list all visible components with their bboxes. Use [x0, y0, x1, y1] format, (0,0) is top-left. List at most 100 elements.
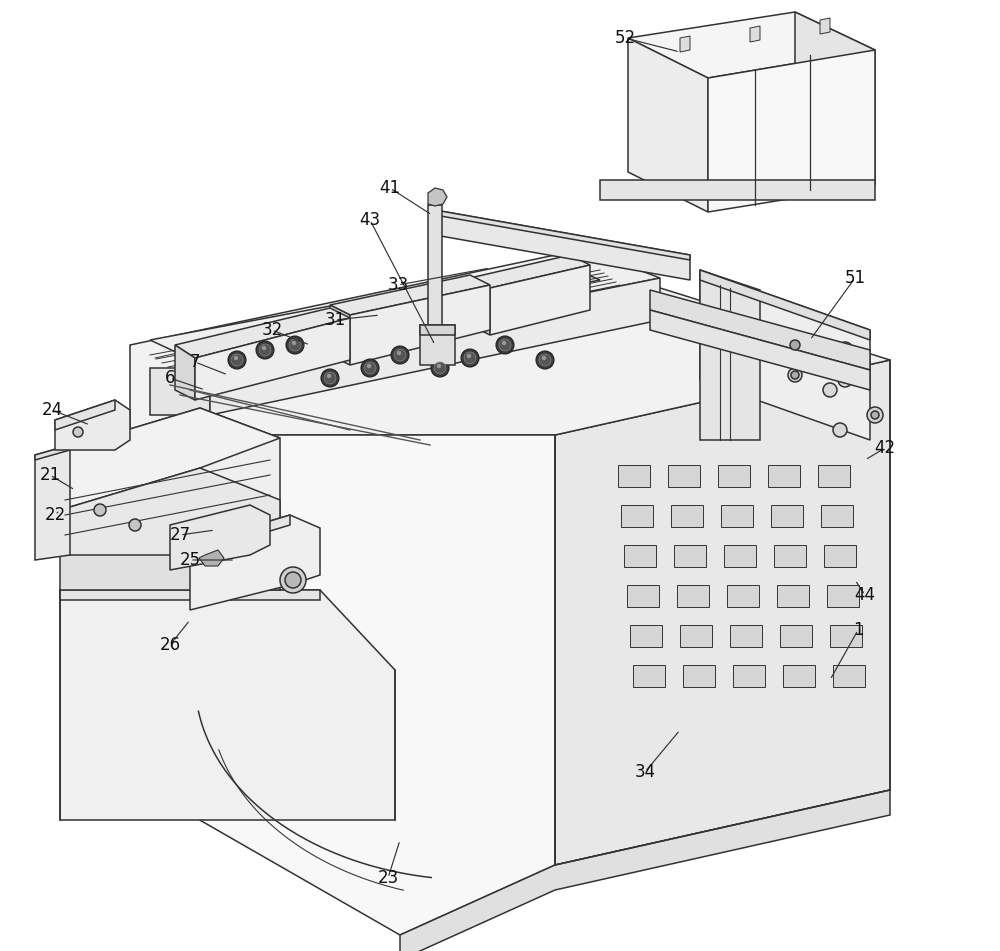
Circle shape: [292, 341, 296, 345]
Polygon shape: [724, 545, 756, 567]
Polygon shape: [199, 550, 224, 566]
Circle shape: [327, 374, 331, 378]
Circle shape: [367, 364, 371, 368]
Polygon shape: [330, 275, 490, 315]
Text: 42: 42: [874, 439, 896, 457]
Text: 21: 21: [39, 466, 61, 484]
Polygon shape: [827, 585, 859, 607]
Polygon shape: [600, 180, 875, 200]
Polygon shape: [210, 278, 660, 415]
Polygon shape: [350, 285, 490, 365]
Circle shape: [361, 359, 379, 377]
Circle shape: [397, 351, 401, 355]
Polygon shape: [470, 278, 490, 335]
Text: 26: 26: [159, 636, 181, 654]
Polygon shape: [60, 590, 395, 820]
Polygon shape: [733, 665, 765, 687]
Circle shape: [867, 407, 883, 423]
Circle shape: [262, 346, 266, 350]
Polygon shape: [170, 505, 270, 570]
Polygon shape: [35, 445, 70, 460]
Text: 24: 24: [41, 401, 63, 419]
Polygon shape: [774, 545, 806, 567]
Polygon shape: [618, 465, 650, 487]
Polygon shape: [795, 12, 875, 185]
Circle shape: [437, 364, 441, 368]
Circle shape: [286, 336, 304, 354]
Text: 7: 7: [190, 353, 200, 371]
Polygon shape: [683, 665, 715, 687]
Polygon shape: [650, 310, 870, 390]
Circle shape: [94, 504, 106, 516]
Circle shape: [73, 427, 83, 437]
Text: 41: 41: [379, 179, 401, 197]
Circle shape: [837, 342, 853, 358]
Polygon shape: [820, 18, 830, 34]
Circle shape: [788, 368, 802, 382]
Polygon shape: [420, 325, 455, 335]
Polygon shape: [428, 188, 447, 206]
Circle shape: [790, 340, 800, 350]
Polygon shape: [195, 318, 350, 400]
Text: 25: 25: [179, 551, 201, 569]
Circle shape: [539, 354, 551, 366]
Text: 32: 32: [261, 321, 283, 339]
Polygon shape: [35, 445, 70, 560]
Text: 23: 23: [377, 869, 399, 887]
Polygon shape: [700, 270, 760, 440]
Circle shape: [228, 351, 246, 369]
Circle shape: [259, 344, 271, 356]
Text: 6: 6: [165, 369, 175, 387]
Polygon shape: [60, 408, 280, 555]
Circle shape: [838, 373, 852, 387]
Circle shape: [431, 359, 449, 377]
Polygon shape: [700, 270, 870, 340]
Circle shape: [231, 354, 243, 366]
Polygon shape: [783, 665, 815, 687]
Polygon shape: [150, 368, 210, 415]
Polygon shape: [768, 465, 800, 487]
Circle shape: [321, 369, 339, 387]
Text: 1: 1: [853, 621, 863, 639]
Polygon shape: [821, 505, 853, 527]
Circle shape: [467, 354, 471, 358]
Polygon shape: [60, 555, 280, 590]
Circle shape: [391, 346, 409, 364]
Polygon shape: [628, 12, 875, 78]
Polygon shape: [674, 545, 706, 567]
Polygon shape: [824, 545, 856, 567]
Text: 34: 34: [634, 763, 656, 781]
Circle shape: [871, 411, 879, 419]
Polygon shape: [190, 515, 320, 610]
Circle shape: [499, 339, 511, 351]
Text: 22: 22: [44, 506, 66, 524]
Polygon shape: [330, 305, 350, 365]
Polygon shape: [730, 625, 762, 647]
Polygon shape: [470, 255, 590, 288]
Polygon shape: [624, 545, 656, 567]
Polygon shape: [60, 468, 280, 580]
Circle shape: [324, 372, 336, 384]
Circle shape: [289, 339, 301, 351]
Polygon shape: [60, 408, 280, 510]
Polygon shape: [490, 265, 590, 335]
Text: 27: 27: [169, 526, 191, 544]
Polygon shape: [780, 625, 812, 647]
Polygon shape: [718, 465, 750, 487]
Circle shape: [542, 356, 546, 360]
Polygon shape: [727, 585, 759, 607]
Polygon shape: [680, 36, 690, 52]
Circle shape: [434, 362, 446, 374]
Polygon shape: [630, 625, 662, 647]
Circle shape: [833, 423, 847, 437]
Polygon shape: [700, 270, 870, 440]
Polygon shape: [833, 665, 865, 687]
Polygon shape: [400, 790, 890, 951]
Circle shape: [256, 341, 274, 359]
Text: 51: 51: [844, 269, 866, 287]
Circle shape: [234, 356, 238, 360]
Text: 43: 43: [359, 211, 381, 229]
Polygon shape: [175, 267, 600, 362]
Circle shape: [823, 383, 837, 397]
Polygon shape: [708, 50, 875, 212]
